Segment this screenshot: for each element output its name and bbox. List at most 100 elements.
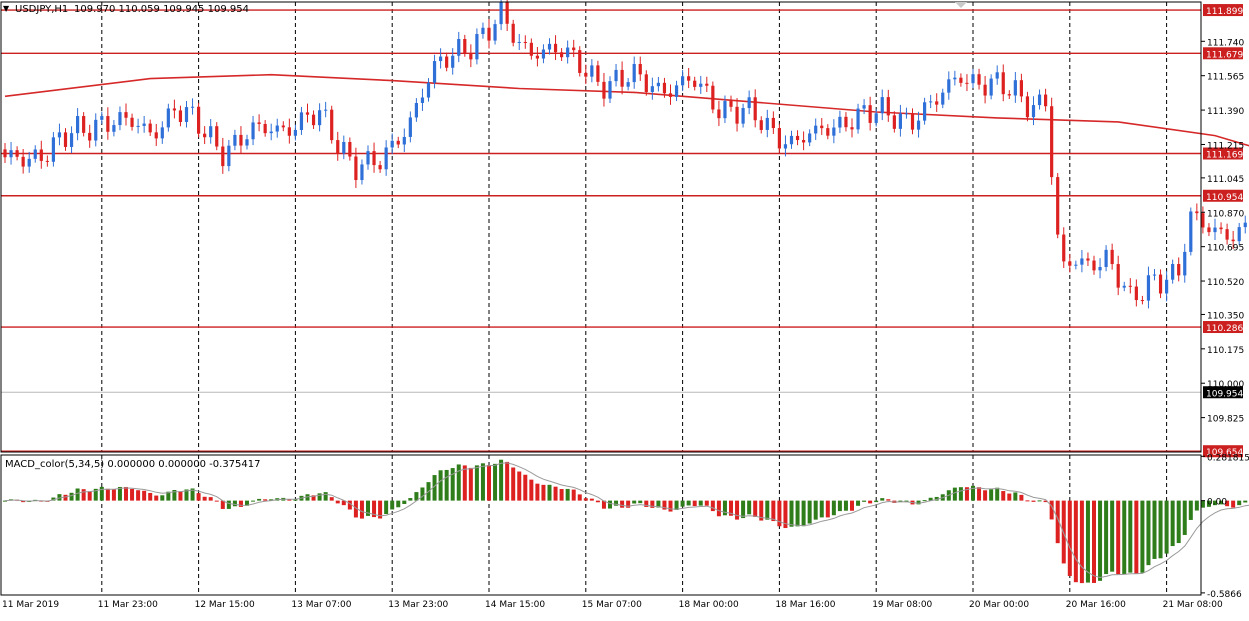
chart-shift-icon[interactable] [955, 2, 967, 8]
macd-histogram-bar [686, 500, 691, 506]
macd-tick-label: 0.00 [1207, 498, 1227, 508]
macd-histogram-bar [1182, 500, 1187, 535]
macd-histogram-bar [1116, 500, 1121, 575]
candle-bear [487, 27, 491, 41]
candle-bear [1177, 264, 1181, 276]
candle-bear [1007, 94, 1011, 96]
candle-bear [197, 106, 201, 134]
candle-bull [1013, 80, 1017, 96]
macd-histogram-bar [831, 500, 836, 516]
candle-bull [27, 158, 31, 167]
y-tick-label: 111.390 [1207, 107, 1244, 117]
candle-bear [523, 41, 527, 43]
macd-histogram-bar [735, 500, 740, 520]
candle-bull [233, 134, 237, 146]
macd-histogram-bar [601, 500, 606, 509]
y-tick-label: 111.045 [1207, 175, 1244, 185]
x-tick-label: 14 Mar 15:00 [485, 600, 545, 610]
price-level-tag-text: 110.954 [1206, 193, 1243, 203]
candle-bear [257, 122, 261, 124]
candle-bear [735, 106, 739, 124]
candle-bear [281, 125, 285, 128]
candle-bull [384, 147, 388, 170]
candle-bull [481, 27, 485, 35]
candle-bull [318, 110, 322, 126]
candle-bull [566, 47, 570, 58]
macd-histogram-bar [1164, 500, 1169, 554]
candle-bear [39, 149, 43, 161]
candle-bear [1140, 300, 1144, 302]
macd-histogram-bar [1200, 500, 1205, 508]
macd-histogram-bar [1146, 500, 1151, 566]
macd-histogram-bar [813, 500, 818, 520]
candle-bull [1080, 258, 1084, 265]
candle-bear [644, 74, 648, 93]
candle-bear [1056, 177, 1060, 235]
candle-bull [112, 125, 116, 132]
macd-histogram-bar [644, 500, 649, 507]
macd-histogram-bar [1122, 500, 1127, 574]
candle-bull [420, 97, 425, 103]
macd-histogram-bar [1237, 500, 1242, 506]
candle-bull [475, 34, 479, 60]
macd-histogram-bar [372, 500, 377, 518]
macd-histogram-bar [93, 488, 98, 501]
candle-bear [596, 65, 600, 82]
macd-histogram-bar [971, 485, 975, 501]
candle-bear [124, 112, 128, 118]
macd-histogram-bar [245, 500, 249, 506]
macd-histogram-bar [329, 497, 334, 501]
candle-bull [783, 144, 788, 149]
candle-bull [1183, 251, 1187, 276]
candle-bear [759, 120, 763, 130]
candle-bull [838, 116, 842, 128]
candle-bull [402, 136, 406, 145]
macd-histogram-bar [710, 500, 715, 512]
macd-histogram-bar [674, 500, 679, 510]
macd-histogram-bar [626, 500, 631, 508]
candle-bear [1116, 264, 1120, 288]
candle-bull [681, 76, 685, 86]
y-tick-label: 110.870 [1207, 209, 1244, 219]
macd-histogram-bar [87, 491, 92, 501]
candle-bear [445, 56, 449, 68]
macd-histogram-bar [958, 487, 963, 501]
header-triangle-icon[interactable]: ▼ [3, 4, 10, 13]
candle-bear [717, 109, 721, 119]
price-level-tag-text: 111.169 [1206, 151, 1243, 161]
moving-average-line [4, 73, 1249, 147]
macd-histogram-bar [904, 500, 909, 502]
candle-bear [910, 113, 915, 130]
macd-histogram-bar [474, 465, 479, 501]
candle-bull [251, 122, 255, 140]
macd-signal-line [4, 462, 1249, 579]
macd-histogram-bar [202, 496, 207, 501]
candle-bull [57, 132, 62, 138]
candle-bear [88, 132, 92, 141]
macd-histogram-bar [765, 500, 770, 520]
macd-histogram-bar [353, 500, 358, 518]
candle-bear [311, 114, 316, 126]
macd-histogram-bar [1013, 492, 1018, 501]
macd-histogram-bar [136, 490, 141, 501]
candle-bear [82, 116, 86, 133]
macd-histogram-bar [178, 491, 183, 501]
candle-bear [844, 116, 848, 128]
macd-histogram-bar [698, 500, 703, 506]
macd-histogram-bar [1231, 500, 1236, 508]
macd-histogram-bar [650, 500, 655, 508]
candle-bull [190, 106, 195, 108]
macd-histogram-bar [335, 500, 340, 504]
candle-bull [142, 123, 146, 126]
candle-bear [1219, 227, 1223, 230]
macd-histogram-bar [789, 500, 794, 527]
candle-bear [1128, 285, 1132, 287]
candle-bull [360, 164, 364, 181]
candle-bull [275, 125, 279, 132]
x-tick-label: 18 Mar 00:00 [679, 600, 739, 610]
candle-bull [947, 79, 951, 93]
macd-histogram-bar [1152, 500, 1157, 559]
macd-histogram-bar [396, 500, 401, 508]
